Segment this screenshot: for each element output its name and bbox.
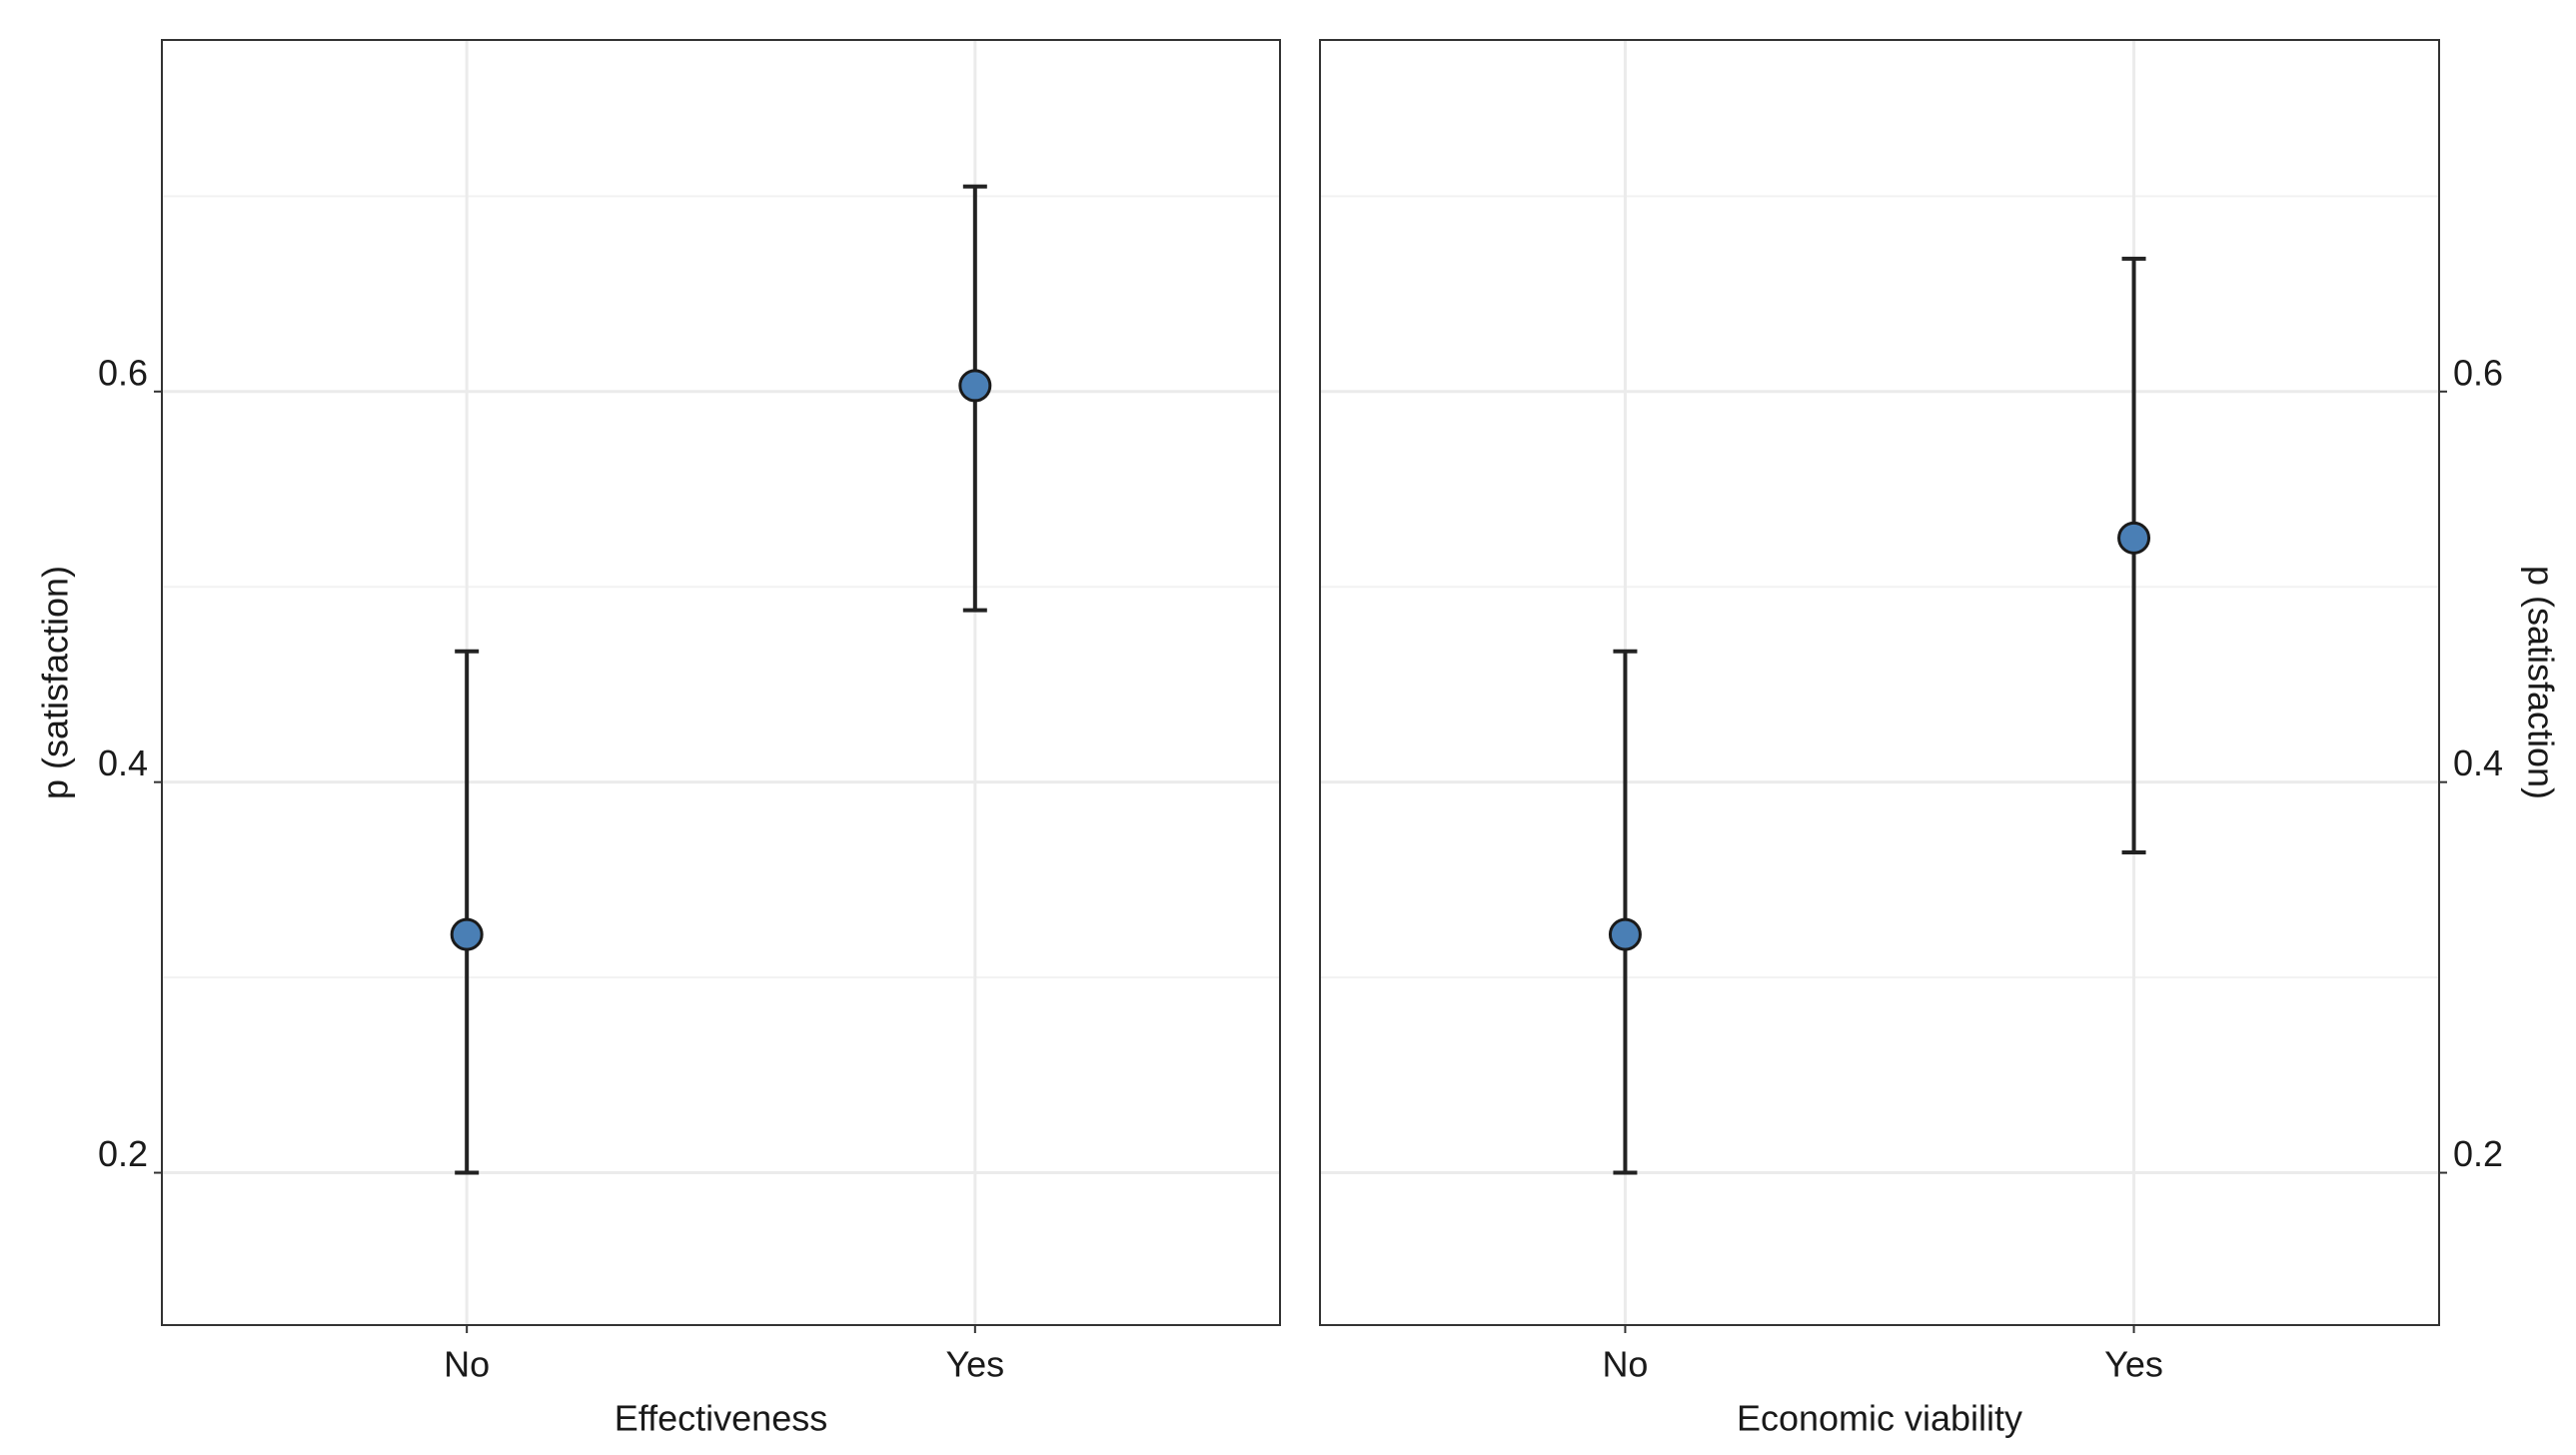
x-tick-label: Yes <box>945 1344 1004 1385</box>
y-tick-label: 0.6 <box>2453 352 2503 393</box>
point <box>1608 917 1642 951</box>
y-axis-title: p (satisfaction) <box>35 566 76 799</box>
x-axis-title: Effectiveness <box>615 1398 827 1439</box>
x-tick-label: No <box>1602 1344 1648 1385</box>
y-tick-label: 0.2 <box>98 1133 148 1174</box>
x-tick-label: Yes <box>2104 1344 2163 1385</box>
y-tick-label: 0.6 <box>98 352 148 393</box>
point <box>450 917 484 951</box>
point <box>958 369 992 403</box>
panel-border <box>161 39 1281 1326</box>
y-tick-label: 0.2 <box>2453 1133 2503 1174</box>
panel-border <box>1319 39 2440 1326</box>
y-axis-title: p (satisfaction) <box>2520 566 2561 799</box>
x-axis-title: Economic viability <box>1737 1398 2022 1439</box>
y-tick-label: 0.4 <box>2453 742 2503 783</box>
y-tick-label: 0.4 <box>98 742 148 783</box>
x-tick-label: No <box>444 1344 490 1385</box>
point <box>2117 521 2151 555</box>
